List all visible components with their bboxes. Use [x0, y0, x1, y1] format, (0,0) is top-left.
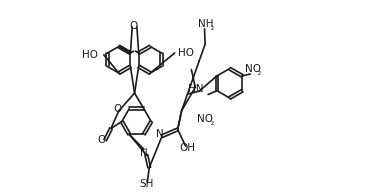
Text: HN: HN [188, 84, 204, 94]
Text: ₂: ₂ [211, 23, 214, 32]
Text: SH: SH [139, 179, 154, 189]
Text: O: O [113, 104, 122, 114]
Text: NO: NO [245, 64, 261, 74]
Text: O: O [130, 21, 138, 32]
Text: NO: NO [197, 113, 213, 124]
Text: HO: HO [82, 50, 98, 60]
Text: NH: NH [198, 18, 213, 29]
Text: O: O [98, 135, 106, 145]
Text: ₂: ₂ [258, 68, 261, 77]
Text: HO: HO [178, 48, 194, 58]
Text: N: N [140, 148, 148, 158]
Text: ₂: ₂ [210, 118, 213, 127]
Text: OH: OH [179, 143, 195, 153]
Text: N: N [156, 129, 164, 139]
